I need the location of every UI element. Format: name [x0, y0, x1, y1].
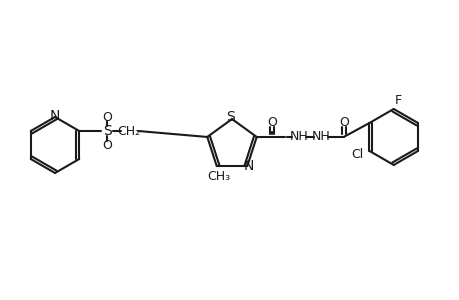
Text: N: N	[244, 159, 254, 173]
Text: O: O	[338, 116, 348, 130]
Text: Cl: Cl	[351, 148, 363, 161]
Text: F: F	[394, 94, 402, 107]
Text: O: O	[102, 110, 112, 124]
Text: CH₂: CH₂	[118, 124, 140, 137]
Text: S: S	[103, 124, 112, 138]
Text: NH: NH	[289, 130, 308, 143]
Text: NH: NH	[311, 130, 330, 143]
Text: N: N	[50, 109, 60, 123]
Text: O: O	[102, 139, 112, 152]
Text: CH₃: CH₃	[207, 169, 230, 182]
Text: S: S	[226, 110, 235, 124]
Text: O: O	[266, 116, 276, 130]
